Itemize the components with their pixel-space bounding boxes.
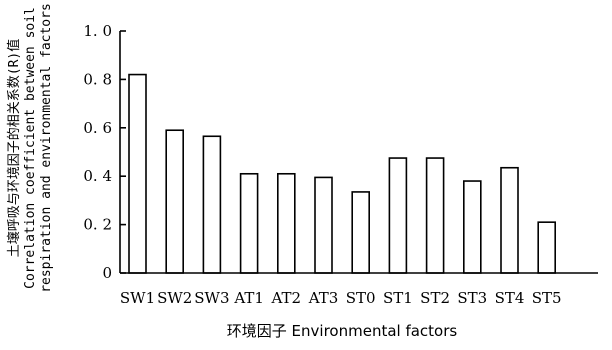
x-tick-label: SW3 bbox=[194, 289, 229, 307]
bar-sw2 bbox=[165, 129, 184, 274]
y-tick-label: 0. 6 bbox=[83, 119, 112, 137]
bar-st3 bbox=[462, 180, 482, 274]
x-tick-label: AT1 bbox=[233, 289, 264, 307]
x-tick-label: SW1 bbox=[120, 289, 155, 307]
y-axis-ticks: 0 0. 2 0. 4 0. 6 0. 8 1. 0 bbox=[83, 22, 126, 282]
y-tick-label: 0. 8 bbox=[83, 70, 112, 88]
y-tick-label: 1. 0 bbox=[83, 22, 112, 40]
bar-st5 bbox=[537, 221, 557, 274]
y-axis-title-line-2: Correlation coefficient between soil bbox=[23, 7, 38, 289]
bar-sw3 bbox=[202, 135, 222, 274]
y-tick-label: 0. 4 bbox=[83, 167, 112, 185]
x-tick-label: ST0 bbox=[346, 289, 376, 307]
bar-st0 bbox=[351, 191, 371, 274]
bar-st4 bbox=[500, 166, 519, 274]
x-tick-label: ST4 bbox=[495, 289, 525, 307]
bar-at2 bbox=[276, 172, 296, 274]
y-axis-title: 土壤呼吸与环境因子的相关系数(R)值 Correlation coefficie… bbox=[6, 3, 54, 293]
bars bbox=[128, 73, 557, 274]
x-tick-label: ST5 bbox=[532, 289, 562, 307]
y-tick-label: 0. 2 bbox=[83, 216, 112, 234]
y-axis-title-line-1: 土壤呼吸与环境因子的相关系数(R)值 bbox=[6, 39, 22, 257]
x-axis-title: 环境因子 Environmental factors bbox=[227, 322, 458, 340]
bar-st2 bbox=[425, 157, 445, 274]
bar-st1 bbox=[388, 157, 408, 274]
y-axis-title-line-3: respiration and environmental factors bbox=[39, 3, 54, 293]
bar-sw1 bbox=[128, 73, 147, 274]
x-tick-label: ST1 bbox=[383, 289, 413, 307]
x-axis-ticks: SW1 SW2 SW3 AT1 AT2 AT3 ST0 ST1 ST2 ST3 ST4 ST5 bbox=[120, 289, 562, 307]
y-tick-label: 0 bbox=[102, 264, 112, 282]
bar-at1 bbox=[239, 172, 259, 274]
x-tick-label: ST3 bbox=[457, 289, 487, 307]
x-tick-label: ST2 bbox=[420, 289, 450, 307]
x-tick-label: AT2 bbox=[271, 289, 302, 307]
x-tick-label: AT3 bbox=[308, 289, 339, 307]
bar-at3 bbox=[314, 176, 333, 274]
x-tick-label: SW2 bbox=[157, 289, 192, 307]
